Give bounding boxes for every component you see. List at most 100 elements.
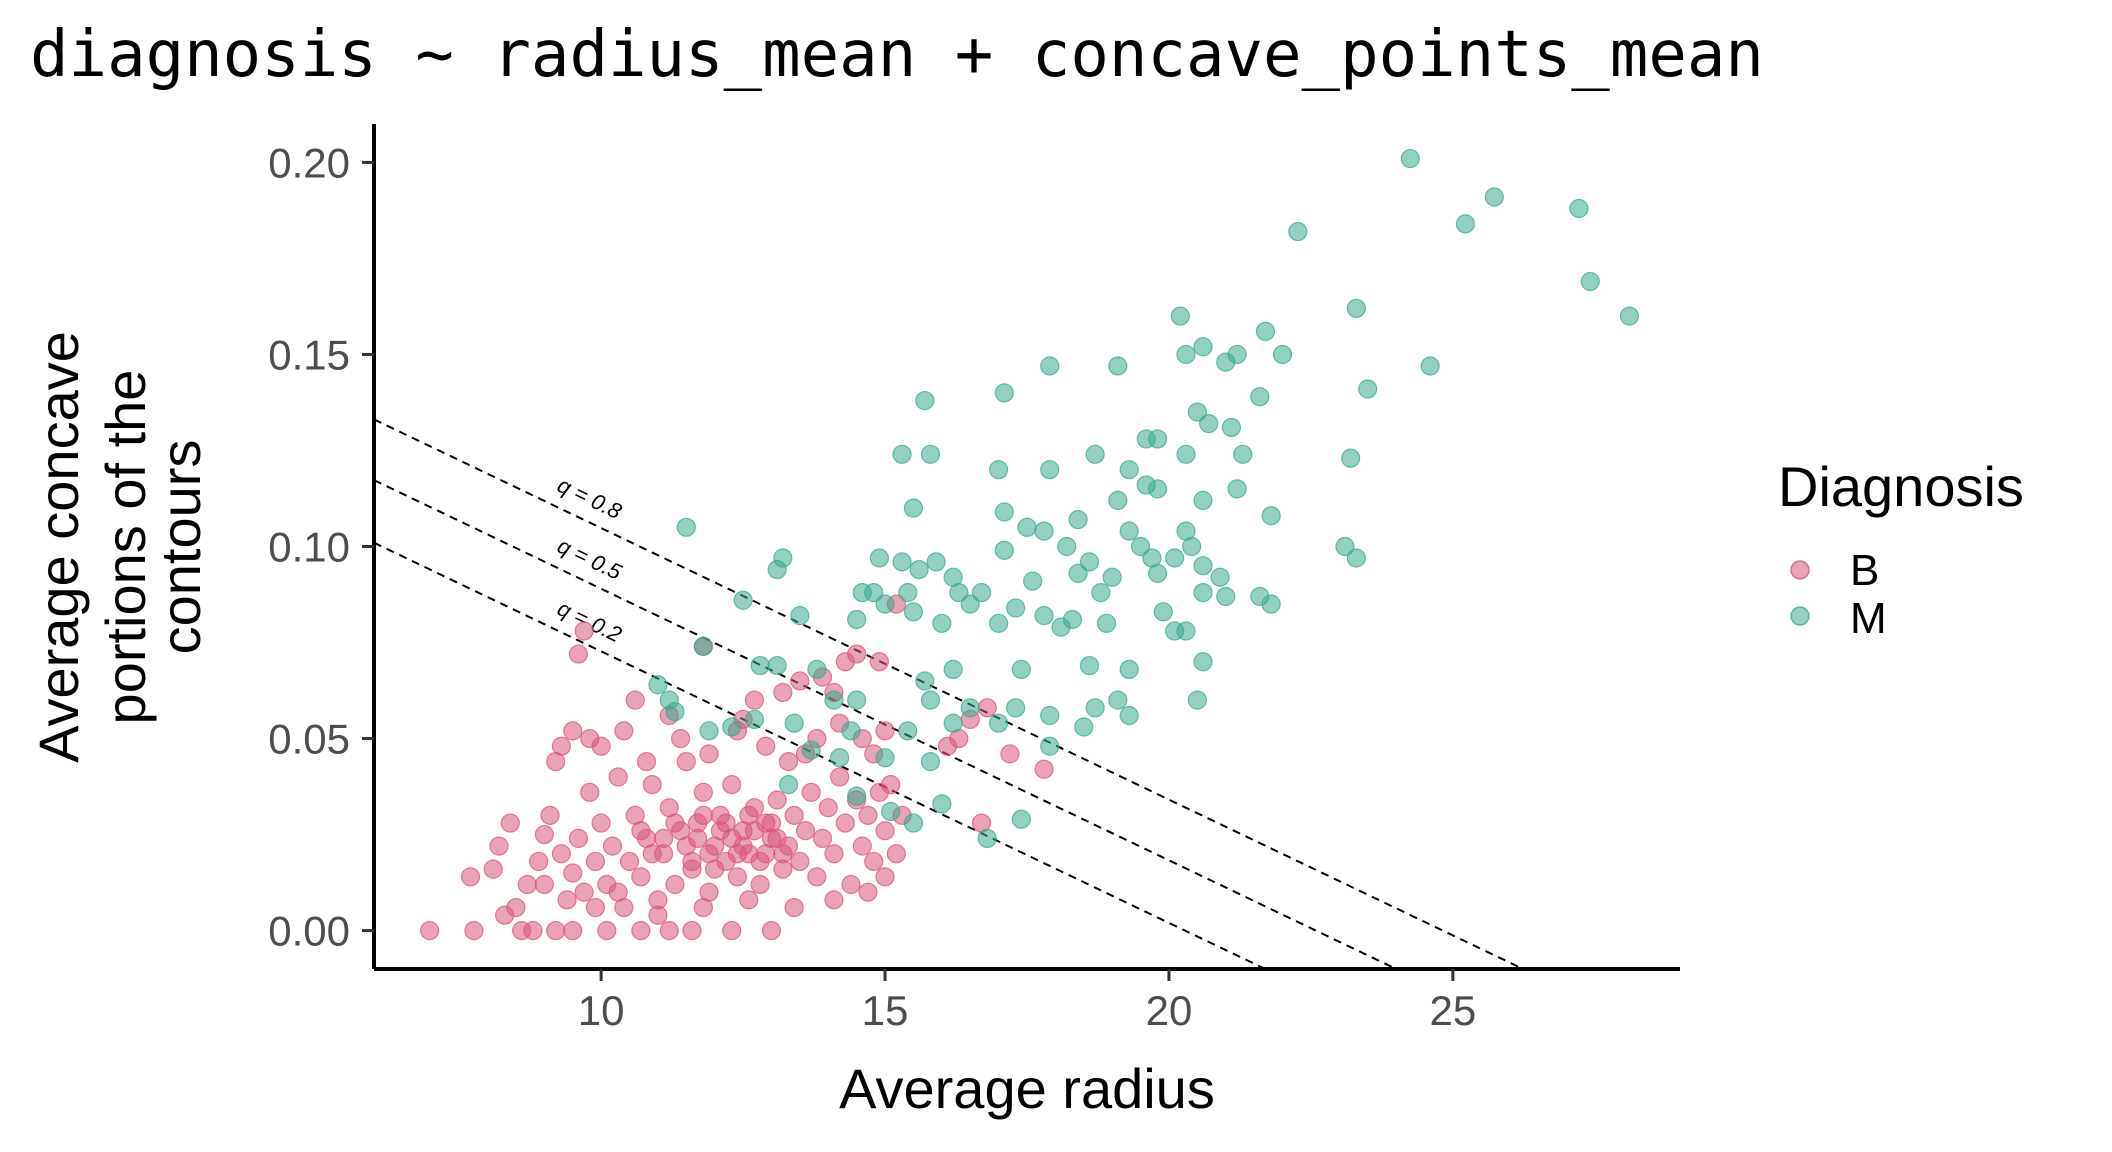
x-axis-label: Average radius <box>839 1057 1215 1120</box>
point-m <box>1250 387 1270 407</box>
legend: Diagnosis B M <box>1778 455 2024 643</box>
point-b <box>585 851 606 872</box>
point-b <box>546 920 566 941</box>
point-m <box>1619 306 1640 326</box>
point-m <box>767 559 787 580</box>
x-tick-label: 15 <box>862 987 909 1034</box>
reference-lines <box>374 418 1526 969</box>
point-b <box>636 751 657 772</box>
point-m <box>960 594 980 614</box>
point-b <box>881 775 901 795</box>
point-m <box>1119 460 1139 480</box>
point-m <box>1272 344 1293 365</box>
point-b <box>858 882 878 902</box>
point-b <box>727 867 748 887</box>
point-b <box>744 690 765 710</box>
point-m <box>841 721 861 741</box>
point-m <box>1057 536 1077 557</box>
point-m <box>960 698 980 718</box>
reference-line-label: q = 0.2 <box>554 595 626 647</box>
x-tick-label: 25 <box>1430 987 1477 1034</box>
reference-line <box>374 479 1399 969</box>
y-axis-label-line-3: contours <box>149 440 212 655</box>
point-m <box>847 690 867 710</box>
point-m <box>1288 221 1308 242</box>
point-m <box>892 444 912 464</box>
point-m <box>1255 321 1276 342</box>
point-b <box>739 805 759 825</box>
point-b <box>778 751 799 772</box>
point-m <box>1193 556 1213 576</box>
point-b <box>1000 744 1020 764</box>
point-m <box>1102 567 1122 587</box>
point-b <box>568 644 589 664</box>
point-b <box>642 844 662 864</box>
point-m <box>790 606 810 626</box>
point-m <box>903 498 924 518</box>
point-m <box>1193 582 1213 603</box>
point-b <box>625 690 645 710</box>
reference-line-label: q = 0.5 <box>554 533 627 585</box>
legend-key-m <box>1790 606 1810 626</box>
point-m <box>1221 417 1242 438</box>
point-m <box>1040 460 1060 480</box>
point-m <box>989 713 1009 733</box>
point-b <box>676 751 696 772</box>
point-m <box>1176 344 1196 365</box>
point-m <box>1074 717 1094 737</box>
point-m <box>989 460 1009 480</box>
point-b <box>727 844 748 864</box>
point-b <box>529 851 549 872</box>
point-b <box>807 867 827 887</box>
point-m <box>898 582 918 603</box>
point-m <box>1091 582 1111 603</box>
point-m <box>1034 606 1054 626</box>
point-b <box>693 805 713 825</box>
point-b <box>773 844 793 864</box>
point-m <box>1096 613 1117 633</box>
point-m <box>847 786 867 806</box>
point-m <box>932 794 952 814</box>
point-b <box>540 805 560 825</box>
point-m <box>1569 198 1589 219</box>
point-m <box>801 740 821 760</box>
point-b <box>784 897 804 918</box>
point-b <box>460 867 481 887</box>
point-b <box>563 920 583 941</box>
point-m <box>1182 536 1202 557</box>
point-b <box>574 882 594 902</box>
point-b <box>671 728 691 749</box>
y-axis-label-line-2: portions of the <box>94 370 157 725</box>
point-m <box>989 613 1009 633</box>
point-b <box>852 836 872 856</box>
point-m <box>903 602 924 622</box>
point-m <box>1193 652 1213 672</box>
reference-line <box>374 418 1526 969</box>
point-m <box>744 709 765 729</box>
x-tick-label: 10 <box>578 987 625 1034</box>
point-m <box>1346 298 1366 318</box>
point-b <box>631 821 651 841</box>
point-b <box>795 821 816 841</box>
point-m <box>1227 344 1247 365</box>
point-m <box>1085 444 1105 464</box>
point-b <box>722 775 742 795</box>
point-m <box>750 655 770 676</box>
point-b <box>767 790 787 810</box>
point-m <box>1358 379 1378 399</box>
point-m <box>676 517 696 537</box>
point-b <box>761 920 782 941</box>
point-b <box>682 851 702 872</box>
point-b <box>591 813 611 833</box>
point-m <box>733 590 753 610</box>
point-m <box>1017 517 1037 537</box>
point-m <box>864 582 884 603</box>
point-m <box>1068 510 1088 530</box>
point-m <box>949 582 969 603</box>
point-b <box>534 874 554 895</box>
y-tick-label: 0.05 <box>268 716 350 763</box>
point-m <box>847 609 867 630</box>
point-b <box>750 851 770 872</box>
point-b <box>580 782 600 802</box>
point-m <box>926 552 946 572</box>
